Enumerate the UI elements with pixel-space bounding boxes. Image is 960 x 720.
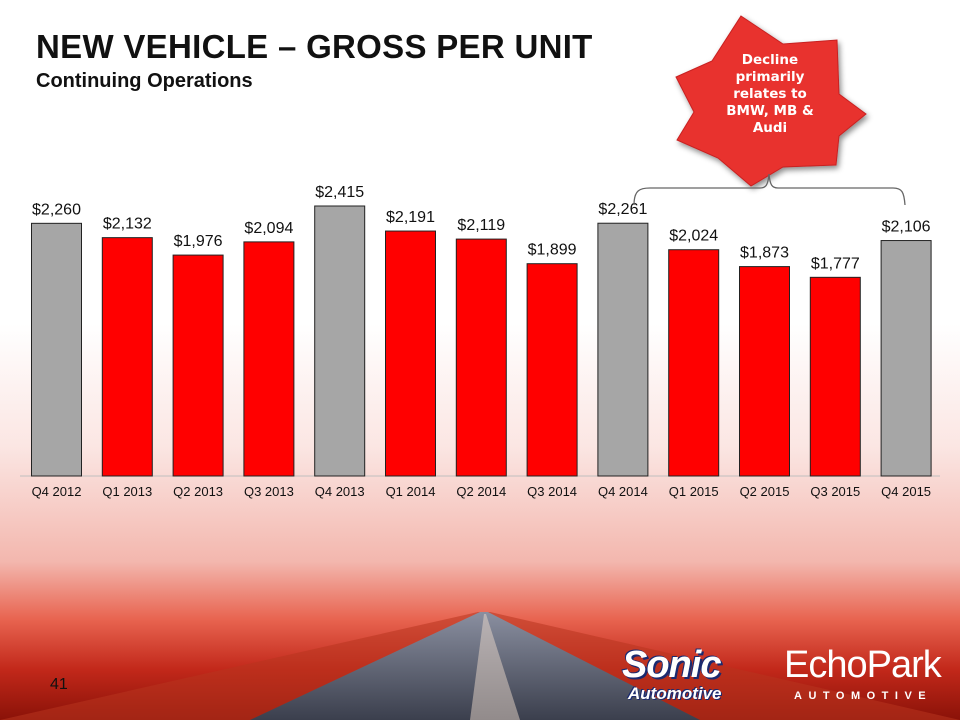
x-tick-label: Q2 2014 [456, 484, 506, 499]
bar-q2-2015 [739, 266, 790, 477]
bar-q1-2015 [668, 249, 720, 477]
x-tick-label: Q2 2013 [173, 484, 223, 499]
bar-q1-2014 [385, 230, 436, 477]
callout-line: relates to [733, 86, 807, 102]
sonic-logo-word: Sonic [622, 644, 721, 686]
echopark-logo-sub: AUTOMOTIVE [794, 690, 933, 702]
bar-q4-2012 [31, 222, 82, 477]
bar-q4-2013 [314, 205, 366, 477]
x-tick-label: Q3 2015 [810, 484, 860, 499]
data-label: $1,976 [174, 233, 223, 250]
data-label: $2,261 [598, 201, 647, 218]
page-title: NEW VEHICLE – GROSS PER UNIT [36, 28, 593, 65]
callout-line: Decline [741, 52, 799, 68]
x-tick-label: Q4 2012 [32, 484, 82, 499]
bar-q3-2014 [526, 263, 578, 477]
bar-q3-2013 [243, 241, 295, 477]
data-label: $2,119 [457, 217, 505, 234]
callout-text: Decline primarily relates to BMW, MB & A… [718, 52, 822, 137]
x-tick-label: Q1 2015 [669, 484, 719, 499]
x-tick-label: Q3 2014 [527, 484, 577, 499]
data-label: $2,106 [882, 219, 931, 236]
data-label: $2,191 [386, 209, 435, 226]
callout-line: Audi [752, 120, 788, 136]
x-tick-label: Q4 2015 [881, 484, 931, 499]
x-tick-label: Q3 2013 [244, 484, 294, 499]
data-label: $1,873 [740, 245, 789, 262]
data-label: $2,260 [32, 201, 81, 218]
sonic-logo-sub: Automotive [628, 684, 722, 703]
bar-q4-2015 [880, 240, 932, 477]
data-label: $2,415 [315, 184, 364, 201]
bar-q2-2014 [455, 238, 507, 477]
data-label: $1,899 [528, 242, 577, 259]
data-label: $2,094 [244, 220, 293, 237]
bar-q4-2014 [597, 222, 649, 477]
x-tick-label: Q1 2013 [102, 484, 152, 499]
x-tick-label: Q4 2014 [598, 484, 648, 499]
data-label: $1,777 [811, 255, 860, 272]
x-tick-label: Q4 2013 [315, 484, 365, 499]
data-label: $2,132 [103, 216, 152, 233]
callout-line: BMW, MB & [726, 103, 814, 119]
sonic-automotive-logo: Sonic Automotive [606, 640, 758, 714]
x-tick-label: Q1 2014 [386, 484, 436, 499]
page-number: 41 [50, 676, 68, 693]
starburst-shape [675, 15, 867, 187]
page-subtitle: Continuing Operations [36, 70, 253, 92]
bar-q2-2013 [172, 254, 224, 477]
x-tick-label: Q2 2015 [740, 484, 790, 499]
bar-q3-2015 [809, 276, 861, 477]
echopark-logo-word: EchoPark [784, 644, 942, 686]
callout-bracket [633, 173, 906, 206]
echopark-logo: EchoPark AUTOMOTIVE [780, 644, 950, 714]
callout-line: primarily [735, 69, 805, 85]
bar-q1-2013 [101, 237, 153, 477]
data-label: $2,024 [669, 228, 718, 245]
